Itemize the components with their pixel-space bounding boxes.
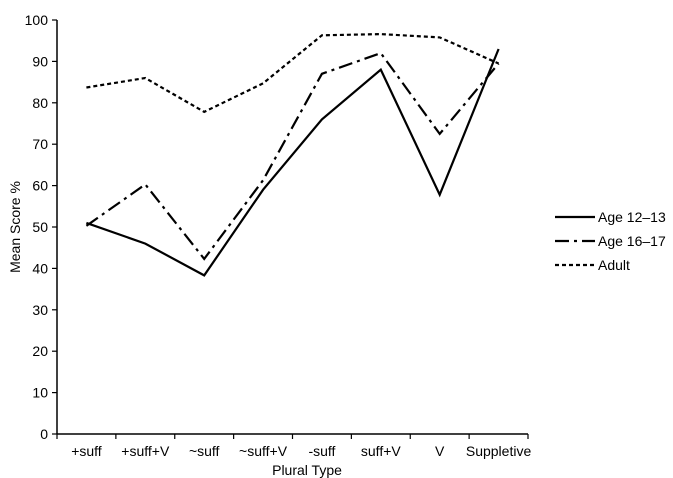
x-axis-title: Plural Type [272,462,342,478]
y-tick-label: 60 [32,178,48,194]
y-tick-label: 0 [40,426,48,442]
y-tick-label: 30 [32,302,48,318]
x-tick-label: +suff+V [121,443,170,459]
y-tick-label: 40 [32,260,48,276]
x-tick-label: -suff [308,443,335,459]
legend-label: Age 12–13 [598,209,666,225]
x-tick-label: Suppletive [466,443,532,459]
x-tick-label: ~suff [189,443,220,459]
legend: Age 12–13 Age 16–17 Adult [555,209,666,273]
y-tick-label: 80 [32,95,48,111]
y-axis-ticks: 0 10 20 30 40 50 60 70 80 90 100 [25,12,57,442]
x-tick-label: V [435,443,445,459]
series-lines [85,32,500,277]
x-tick-label: +suff [71,443,102,459]
y-tick-label: 20 [32,343,48,359]
y-axis-title: Mean Score % [7,181,23,273]
y-tick-label: 90 [32,53,48,69]
legend-label: Age 16–17 [598,233,666,249]
y-tick-label: 100 [25,12,49,28]
y-tick-label: 70 [32,136,48,152]
series-line-3 [86,32,500,114]
x-tick-label: suff+V [361,443,401,459]
x-tick-label: ~suff+V [239,443,288,459]
series-line-1 [86,48,500,277]
y-tick-label: 50 [32,219,48,235]
series-line-2 [85,51,500,261]
y-tick-label: 10 [32,385,48,401]
legend-label: Adult [598,257,630,273]
x-axis-ticks: +suff +suff+V ~suff ~suff+V -suff suff+V V Supp… [56,434,532,459]
